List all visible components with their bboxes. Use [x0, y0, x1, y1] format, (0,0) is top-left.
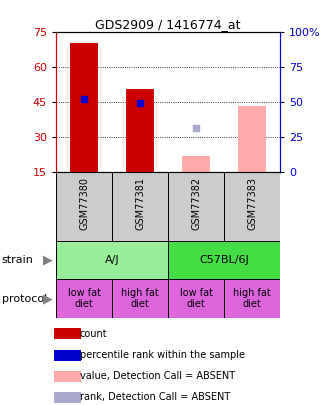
- Text: high fat
diet: high fat diet: [121, 288, 159, 309]
- Bar: [54, 328, 81, 339]
- Text: high fat
diet: high fat diet: [233, 288, 271, 309]
- Bar: [126, 90, 154, 172]
- Bar: [56, 172, 112, 241]
- Text: GSM77383: GSM77383: [247, 177, 257, 230]
- Bar: [54, 371, 81, 382]
- Title: GDS2909 / 1416774_at: GDS2909 / 1416774_at: [95, 18, 241, 31]
- Text: ▶: ▶: [43, 254, 53, 267]
- Bar: [224, 279, 280, 318]
- Text: A/J: A/J: [105, 255, 119, 265]
- Text: rank, Detection Call = ABSENT: rank, Detection Call = ABSENT: [80, 392, 230, 402]
- Bar: [112, 172, 168, 241]
- Text: low fat
diet: low fat diet: [180, 288, 212, 309]
- Bar: [112, 279, 168, 318]
- Bar: [54, 350, 81, 361]
- Bar: [168, 241, 280, 279]
- Bar: [56, 241, 168, 279]
- Text: low fat
diet: low fat diet: [68, 288, 100, 309]
- Bar: [56, 279, 112, 318]
- Bar: [168, 279, 224, 318]
- Bar: [168, 172, 224, 241]
- Text: GSM77380: GSM77380: [79, 177, 89, 230]
- Text: percentile rank within the sample: percentile rank within the sample: [80, 350, 245, 360]
- Bar: [224, 172, 280, 241]
- Text: protocol: protocol: [2, 294, 47, 304]
- Text: count: count: [80, 328, 108, 339]
- Text: C57BL/6J: C57BL/6J: [199, 255, 249, 265]
- Text: ▶: ▶: [43, 292, 53, 305]
- Text: GSM77382: GSM77382: [191, 177, 201, 230]
- Bar: [54, 392, 81, 403]
- Bar: [238, 106, 266, 172]
- Text: GSM77381: GSM77381: [135, 177, 145, 230]
- Bar: [182, 156, 210, 172]
- Text: strain: strain: [2, 255, 34, 265]
- Text: value, Detection Call = ABSENT: value, Detection Call = ABSENT: [80, 371, 235, 381]
- Bar: [70, 43, 98, 172]
